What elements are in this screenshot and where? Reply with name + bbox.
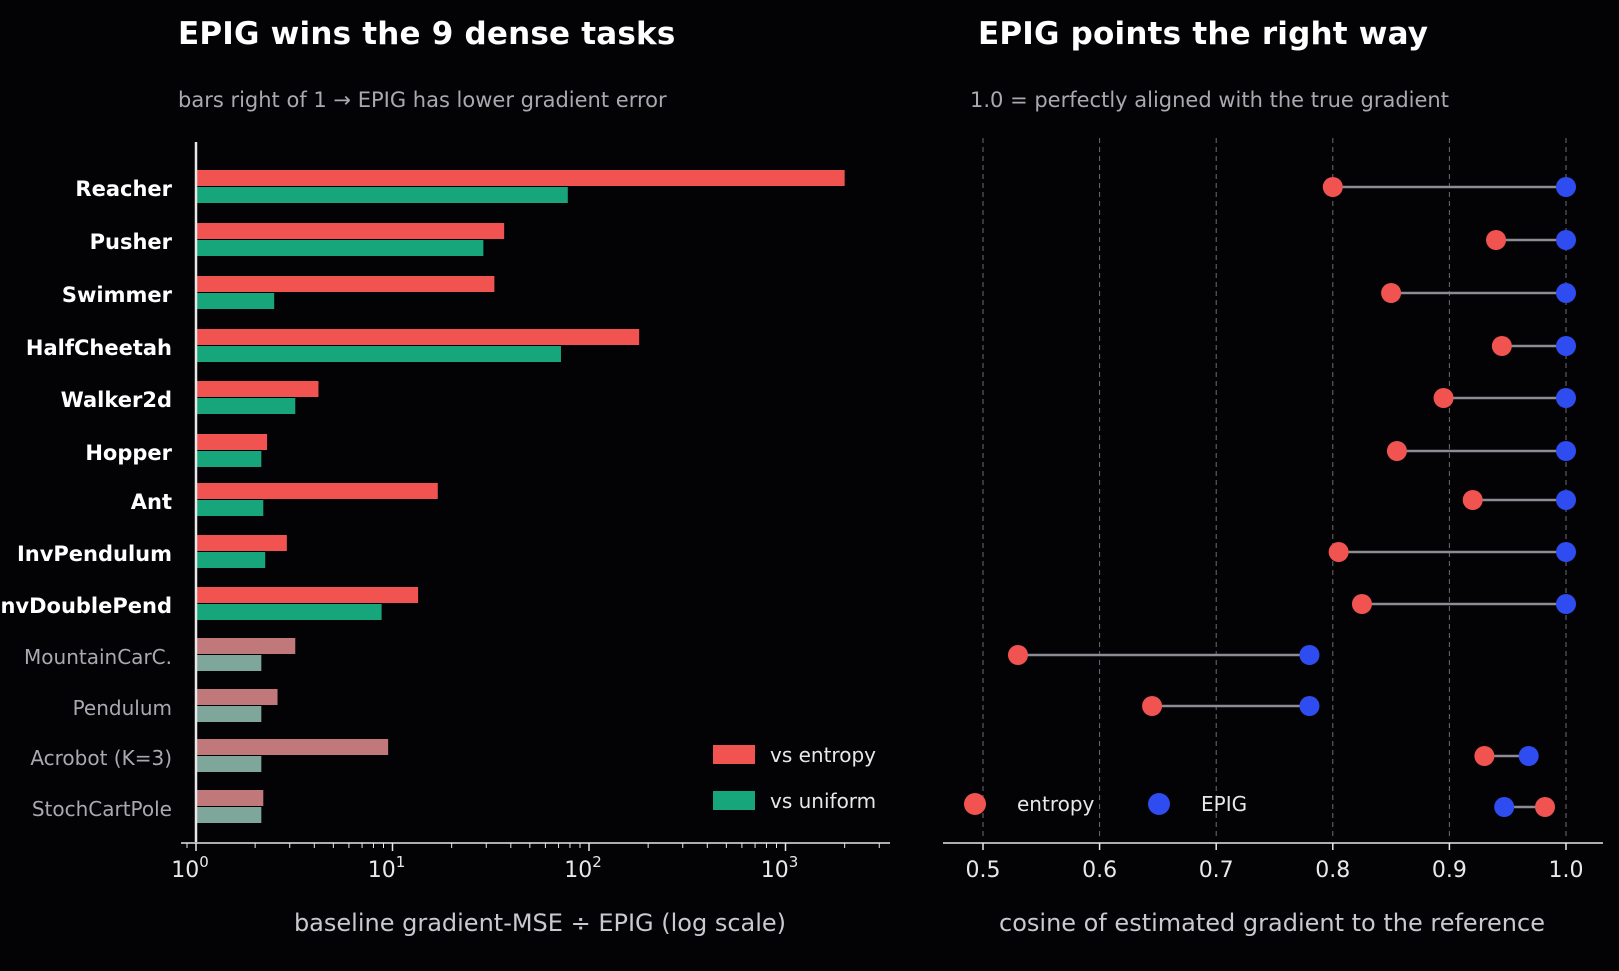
category-label-ant: Ant (131, 490, 172, 514)
bar-entropy-reacher (196, 170, 845, 186)
bar-entropy-ant (196, 483, 438, 499)
dot-entropy-reacher (1322, 177, 1343, 197)
left-bar-chart: Reacher Pusher Swimmer HalfCheetah Walker2d H… (0, 142, 890, 937)
dot-epig-swimmer (1556, 283, 1576, 303)
dot-entropy-pusher (1486, 230, 1507, 250)
legend-dot-epig (1148, 793, 1170, 815)
category-label-hopper: Hopper (85, 441, 172, 465)
dot-epig-invdoublepend (1556, 594, 1576, 614)
bar-entropy-acrobot-k-3 (196, 739, 389, 755)
right-tick-label: 0.8 (1315, 858, 1350, 883)
category-label-invdoublepend: InvDoublePend (0, 594, 172, 618)
dot-entropy-invdoublepend (1351, 594, 1372, 614)
bar-uniform-acrobot-k-3 (196, 756, 262, 772)
legend-label-epig: EPIG (1201, 792, 1247, 816)
dot-epig-invpendulum (1556, 542, 1576, 562)
dot-epig-pendulum (1299, 696, 1320, 716)
category-label-acrobot-k-3: Acrobot (K=3) (30, 746, 172, 770)
legend-swatch-uniform (713, 791, 755, 810)
bar-entropy-swimmer (196, 276, 495, 292)
bar-entropy-invpendulum (196, 535, 287, 551)
bar-entropy-mountaincarc (196, 638, 296, 654)
bar-entropy-pusher (196, 223, 505, 239)
left-chart-title: EPIG wins the 9 dense tasks (178, 16, 676, 52)
left-tick-label: 103 (761, 853, 799, 883)
category-label-walker2d: Walker2d (61, 388, 172, 412)
dot-epig-reacher (1556, 177, 1576, 197)
right-chart-subtitle: 1.0 = perfectly aligned with the true gr… (970, 88, 1449, 112)
bar-uniform-pendulum (196, 706, 262, 722)
bar-entropy-stochcartpole (196, 790, 264, 806)
left-chart-subtitle: bars right of 1 → EPIG has lower gradien… (178, 88, 667, 112)
right-tick-label: 0.5 (966, 858, 1001, 883)
dot-epig-walker2d (1556, 388, 1576, 408)
category-label-swimmer: Swimmer (62, 283, 173, 307)
left-tick-label: 100 (171, 853, 209, 883)
bar-uniform-halfcheetah (196, 346, 561, 362)
category-label-invpendulum: InvPendulum (17, 542, 172, 566)
dot-entropy-halfcheetah (1491, 336, 1512, 356)
dot-entropy-invpendulum (1328, 542, 1349, 562)
legend-label-entropy: vs entropy (770, 743, 876, 767)
legend-label-uniform: vs uniform (770, 789, 876, 813)
category-label-stochcartpole: StochCartPole (32, 797, 172, 821)
dot-entropy-ant (1462, 490, 1483, 510)
bar-uniform-invpendulum (196, 552, 266, 568)
dot-epig-stochcartpole (1494, 797, 1515, 817)
legend-swatch-entropy (713, 745, 755, 764)
bar-uniform-stochcartpole (196, 807, 262, 823)
bar-entropy-hopper (196, 434, 268, 450)
bar-uniform-invdoublepend (196, 604, 382, 620)
category-label-mountaincarc: MountainCarC. (24, 645, 172, 669)
left-tick-label: 102 (564, 853, 602, 883)
bar-uniform-walker2d (196, 398, 296, 414)
dot-epig-acrobot-k-3 (1518, 746, 1539, 766)
right-tick-label: 0.6 (1082, 858, 1117, 883)
dot-epig-ant (1556, 490, 1576, 510)
bar-entropy-halfcheetah (196, 329, 640, 345)
right-chart-title: EPIG points the right way (978, 16, 1429, 52)
bar-uniform-mountaincarc (196, 655, 262, 671)
dot-entropy-mountaincarc (1007, 645, 1028, 665)
dot-entropy-hopper (1386, 441, 1407, 461)
dot-epig-halfcheetah (1556, 336, 1576, 356)
left-tick-label: 101 (368, 853, 406, 883)
right-tick-label: 1.0 (1549, 858, 1584, 883)
dot-entropy-swimmer (1381, 283, 1402, 303)
dot-entropy-walker2d (1433, 388, 1454, 408)
dot-epig-hopper (1556, 441, 1576, 461)
legend-label-entropy-dot: entropy (1017, 792, 1095, 816)
dot-epig-pusher (1556, 230, 1576, 250)
bar-uniform-ant (196, 500, 264, 516)
dot-entropy-pendulum (1142, 696, 1163, 716)
bar-uniform-pusher (196, 240, 484, 256)
bar-entropy-pendulum (196, 689, 278, 705)
dot-epig-mountaincarc (1299, 645, 1320, 665)
category-label-halfcheetah: HalfCheetah (26, 336, 172, 360)
bar-uniform-reacher (196, 187, 568, 203)
bar-entropy-walker2d (196, 381, 319, 397)
category-label-pusher: Pusher (90, 230, 173, 254)
right-tick-label: 0.7 (1199, 858, 1234, 883)
dot-entropy-acrobot-k-3 (1474, 746, 1495, 766)
category-label-pendulum: Pendulum (73, 696, 172, 720)
dot-entropy-stochcartpole (1535, 797, 1556, 817)
bar-uniform-swimmer (196, 293, 275, 309)
bar-uniform-hopper (196, 451, 262, 467)
right-tick-label: 0.9 (1432, 858, 1467, 883)
right-dumbbell-chart: 0.5 0.6 0.7 0.8 0.9 1.0 cosine of estimated gr… (943, 138, 1603, 937)
right-x-axis-label: cosine of estimated gradient to the refe… (999, 909, 1545, 937)
left-x-axis-label: baseline gradient-MSE ÷ EPIG (log scale) (294, 909, 786, 937)
legend-dot-entropy (964, 793, 986, 815)
category-label-reacher: Reacher (75, 177, 172, 201)
bar-entropy-invdoublepend (196, 587, 419, 603)
